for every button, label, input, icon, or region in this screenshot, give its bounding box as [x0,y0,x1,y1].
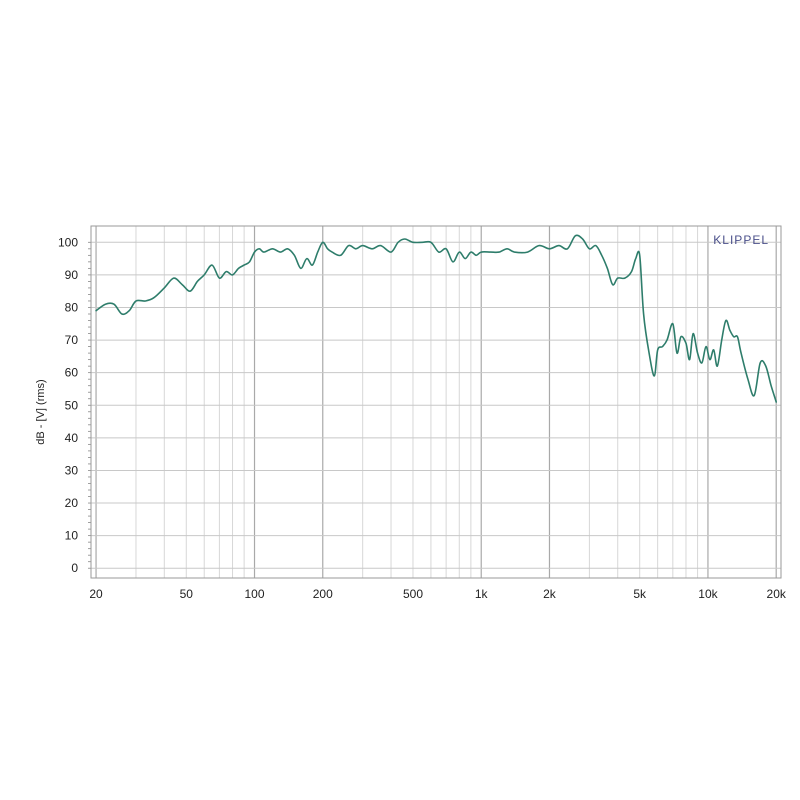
x-tick-label: 1k [475,587,489,601]
x-tick-label: 5k [633,587,647,601]
y-tick-label: 0 [71,561,78,575]
grid-minor-lines [88,226,699,578]
grid-major-lines [91,226,781,578]
y-tick-label: 50 [65,398,79,412]
y-tick-label: 60 [65,366,79,380]
y-tick-label: 40 [65,431,79,445]
y-tick-label: 80 [65,300,79,314]
y-tick-label: 70 [65,333,79,347]
brand-label: KLIPPEL [713,233,769,247]
plot-frame [90,225,782,579]
y-tick-label: 90 [65,268,79,282]
x-tick-label: 100 [245,587,265,601]
x-tick-label: 2k [543,587,557,601]
x-tick-label: 200 [313,587,333,601]
x-tick-label: 20 [89,587,103,601]
x-tick-label: 20k [767,587,787,601]
x-tick-label: 50 [180,587,194,601]
x-tick-label: 10k [698,587,718,601]
y-axis-ticks: 0 10 20 30 40 50 60 70 80 90 100 [58,235,78,575]
y-tick-label: 100 [58,235,78,249]
y-tick-label: 30 [65,463,79,477]
x-axis-ticks: 20 50 100 200 500 1k 2k 5k 10k 20k [89,587,786,601]
y-tick-label: 20 [65,496,79,510]
y-tick-label: 10 [65,529,79,543]
response-curve [95,234,777,403]
y-axis-label: dB - [V] (rms) [35,379,47,444]
x-tick-label: 500 [403,587,423,601]
